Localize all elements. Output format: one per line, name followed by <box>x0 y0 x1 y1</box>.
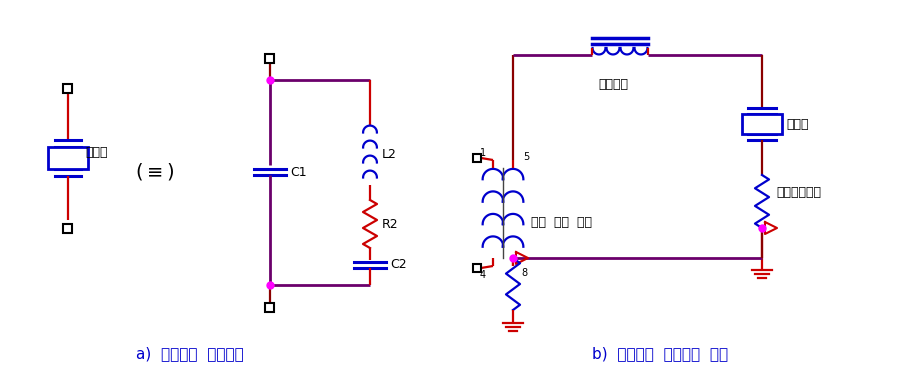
Text: 진동자: 진동자 <box>85 146 108 158</box>
Text: 진동자: 진동자 <box>785 118 808 132</box>
Bar <box>48 147 88 169</box>
Text: 1: 1 <box>480 148 485 158</box>
Bar <box>472 154 481 162</box>
Text: L2: L2 <box>381 149 396 161</box>
Bar <box>742 114 781 134</box>
Bar <box>266 302 274 311</box>
Text: 전류  파형  검출: 전류 파형 검출 <box>530 216 591 228</box>
Bar <box>63 83 73 92</box>
Text: 4: 4 <box>480 270 485 280</box>
Text: C2: C2 <box>390 259 406 271</box>
Text: 8: 8 <box>520 268 527 278</box>
Text: C1: C1 <box>289 166 306 178</box>
Bar <box>266 54 274 63</box>
Text: 쵸크코일: 쵸크코일 <box>597 78 628 91</box>
Text: 5: 5 <box>522 152 528 162</box>
Text: 전압파형검출: 전압파형검출 <box>775 185 820 199</box>
Text: b)  발진기의  출력회로  개요: b) 발진기의 출력회로 개요 <box>591 346 727 361</box>
Bar <box>472 264 481 272</box>
Text: ($\equiv$): ($\equiv$) <box>135 161 175 182</box>
Bar <box>63 224 73 233</box>
Text: a)  진동자의  등가회로: a) 진동자의 등가회로 <box>136 346 244 361</box>
Text: R2: R2 <box>381 218 398 230</box>
